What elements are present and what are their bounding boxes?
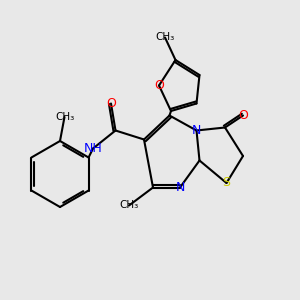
- Text: S: S: [223, 176, 230, 190]
- Text: NH: NH: [84, 142, 102, 155]
- Text: O: O: [106, 97, 116, 110]
- Text: O: O: [238, 109, 248, 122]
- Text: CH₃: CH₃: [119, 200, 139, 211]
- Text: CH₃: CH₃: [55, 112, 74, 122]
- Text: O: O: [154, 79, 164, 92]
- Text: N: N: [175, 181, 185, 194]
- Text: CH₃: CH₃: [155, 32, 175, 43]
- Text: N: N: [192, 124, 201, 137]
